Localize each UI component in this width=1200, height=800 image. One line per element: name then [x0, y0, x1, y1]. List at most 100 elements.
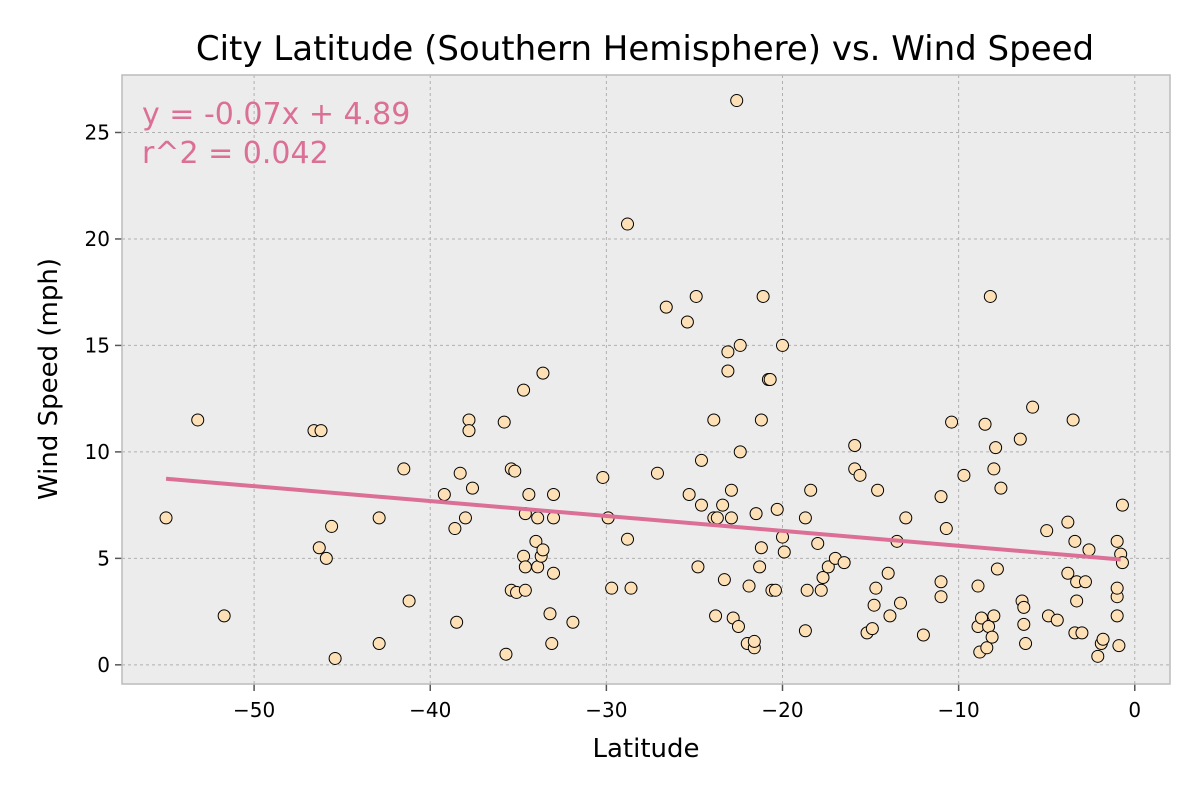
data-point: [894, 596, 908, 610]
data-point: [689, 289, 703, 303]
data-point: [624, 581, 638, 595]
data-point: [1061, 515, 1075, 529]
y-tick-label: 15: [85, 333, 110, 357]
data-point: [975, 611, 989, 625]
data-point: [682, 487, 696, 501]
data-point: [978, 417, 992, 431]
data-point: [776, 338, 790, 352]
data-point: [621, 532, 635, 546]
chart-title: City Latitude (Southern Hemisphere) vs. …: [196, 29, 1094, 69]
data-point: [397, 462, 411, 476]
regression-equation: y = -0.07x + 4.89: [142, 97, 410, 132]
data-point: [529, 534, 543, 548]
data-point: [450, 615, 464, 629]
r-squared-label: r^2 = 0.042: [142, 136, 329, 171]
data-point: [517, 549, 531, 563]
data-point: [1017, 617, 1031, 631]
data-point: [536, 543, 550, 557]
data-point: [710, 511, 724, 525]
y-tick-label: 10: [85, 440, 110, 464]
data-point: [1019, 637, 1033, 651]
data-point: [1061, 566, 1075, 580]
data-point: [798, 511, 812, 525]
x-tick-label: −30: [585, 698, 627, 722]
data-point: [733, 445, 747, 459]
data-point: [747, 634, 761, 648]
data-point: [543, 607, 557, 621]
data-point: [717, 573, 731, 587]
data-point: [721, 345, 735, 359]
data-point: [934, 590, 948, 604]
data-point: [869, 581, 883, 595]
data-point: [777, 545, 791, 559]
axis-ticks: −50 −40 −30 −20 −10 0 0 5 10 15 20 25: [85, 120, 1142, 722]
data-point: [1013, 432, 1027, 446]
data-point: [621, 217, 635, 231]
data-point: [547, 487, 561, 501]
data-point: [1075, 626, 1089, 640]
plot-background: [122, 75, 1170, 684]
x-tick-label: 0: [1128, 698, 1141, 722]
data-point: [957, 468, 971, 482]
data-point: [871, 483, 885, 497]
data-point: [1068, 534, 1082, 548]
data-point: [1110, 534, 1124, 548]
x-tick-label: −50: [233, 698, 275, 722]
data-point: [989, 441, 1003, 455]
data-point: [987, 609, 1001, 623]
data-point: [881, 566, 895, 580]
data-point: [1070, 594, 1084, 608]
data-point: [724, 483, 738, 497]
data-point: [865, 622, 879, 636]
data-point: [650, 466, 664, 480]
data-point: [372, 637, 386, 651]
data-point: [756, 289, 770, 303]
data-point: [448, 522, 462, 536]
data-point: [508, 464, 522, 478]
regression-layer: [165, 476, 1121, 562]
data-point: [1096, 632, 1110, 646]
data-point: [566, 615, 580, 629]
data-point: [837, 556, 851, 570]
data-point: [605, 581, 619, 595]
data-point: [1112, 639, 1126, 653]
data-point: [314, 424, 328, 438]
data-point: [821, 560, 835, 574]
data-point: [763, 373, 777, 386]
data-point: [770, 502, 784, 516]
data-point: [659, 300, 673, 314]
data-point: [754, 413, 768, 427]
data-point: [1091, 649, 1105, 663]
grid-lines: [122, 75, 1170, 684]
data-point: [466, 481, 480, 495]
data-point: [325, 519, 339, 533]
data-point: [691, 560, 705, 574]
data-point: [1078, 575, 1092, 589]
data-point: [1110, 609, 1124, 623]
data-point: [709, 609, 723, 623]
data-point: [499, 647, 513, 661]
data-point: [1082, 543, 1096, 557]
data-point: [1066, 413, 1080, 427]
data-point: [694, 453, 708, 467]
data-point: [707, 413, 721, 427]
data-point: [916, 628, 930, 642]
x-axis-label: Latitude: [592, 734, 699, 764]
y-tick-label: 0: [97, 653, 110, 677]
data-point: [536, 366, 550, 380]
y-axis-label: Wind Speed (mph): [34, 258, 64, 500]
data-point: [945, 415, 959, 429]
data-point: [531, 511, 545, 525]
data-point: [1026, 400, 1040, 414]
data-point: [545, 637, 559, 651]
data-point: [987, 462, 1001, 476]
y-tick-label: 20: [85, 227, 110, 251]
data-point: [191, 413, 205, 427]
data-point: [437, 487, 451, 501]
data-point: [458, 511, 472, 525]
data-point: [814, 583, 828, 597]
plot-frame: [121, 74, 1171, 685]
data-point: [680, 315, 694, 329]
data-point: [1040, 524, 1054, 538]
data-point: [753, 560, 767, 574]
